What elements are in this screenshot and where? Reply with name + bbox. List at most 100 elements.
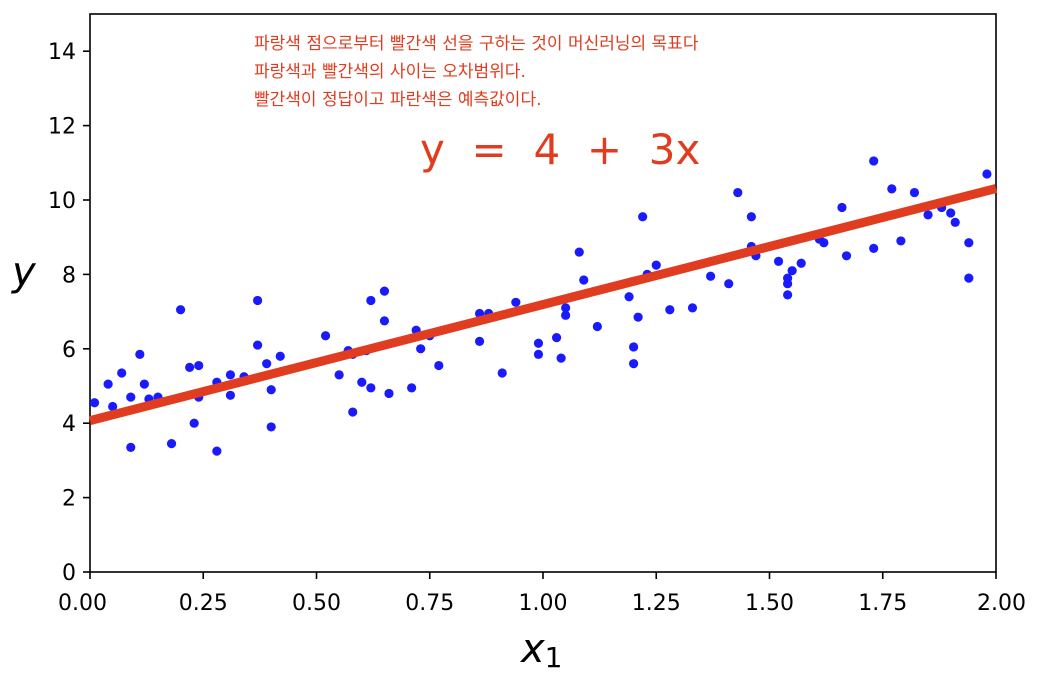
annotation-line-3: 빨간색이 정답이고 파란색은 예측값이다. [254, 90, 542, 110]
data-point [379, 316, 390, 326]
data-point [108, 401, 118, 412]
y-tick-label: 6 [62, 338, 76, 363]
data-point [474, 336, 485, 346]
data-point [366, 295, 376, 306]
data-point [212, 446, 222, 456]
x-tick-label: 0.00 [58, 591, 107, 616]
plot-frame [89, 13, 997, 573]
data-point [117, 368, 127, 378]
data-point [189, 418, 199, 428]
data-point [225, 390, 236, 400]
data-point [497, 368, 507, 378]
data-point [896, 236, 906, 246]
data-point [687, 303, 698, 313]
y-tick-label: 10 [48, 189, 76, 214]
data-point [746, 212, 756, 222]
data-point [384, 388, 394, 399]
data-point [379, 286, 390, 296]
data-point [89, 398, 100, 408]
data-point [135, 349, 145, 359]
x-tick-label: 1.00 [519, 591, 568, 616]
x-tick-label: 1.50 [745, 591, 794, 616]
data-point [574, 247, 584, 257]
data-point [629, 359, 639, 369]
data-point [334, 370, 344, 380]
data-point [434, 360, 444, 371]
data-point [787, 266, 797, 276]
data-point [869, 243, 879, 253]
data-point [629, 342, 639, 352]
data-point [556, 353, 566, 363]
x-tick-label: 2.00 [977, 591, 1026, 616]
y-tick-label: 2 [62, 487, 76, 512]
data-point [724, 279, 734, 289]
data-point [665, 305, 675, 315]
data-point [909, 187, 920, 198]
data-point [783, 290, 793, 300]
data-point [103, 379, 113, 389]
x-tick-label: 1.25 [632, 591, 681, 616]
data-point [592, 321, 602, 332]
x-axis-label: x1 [519, 626, 563, 674]
data-point [923, 210, 933, 220]
data-point [733, 187, 743, 198]
annotation-line-2: 파랑색과 빨간색의 사이는 오차범위다. [254, 62, 526, 82]
data-point [837, 202, 847, 213]
data-point [964, 238, 974, 248]
data-point [624, 292, 634, 302]
data-point [185, 362, 195, 372]
data-point [796, 258, 806, 268]
x-tick-label: 0.25 [179, 591, 228, 616]
data-point [320, 331, 331, 341]
data-point [869, 156, 879, 166]
data-point [225, 370, 236, 380]
data-point [551, 333, 562, 343]
data-point [166, 439, 177, 449]
data-point [266, 385, 276, 395]
x-tick-label: 1.75 [858, 591, 907, 616]
x-axis-label-subscript: 1 [545, 641, 563, 674]
data-point [638, 212, 648, 222]
annotation-line-1: 파랑색 점으로부터 빨간색 선을 구하는 것이 머신러닝의 목표다 [254, 34, 699, 54]
data-point [982, 169, 992, 179]
equation-label: y = 4 + 3x [420, 125, 700, 174]
x-tick-label: 0.50 [292, 591, 341, 616]
y-tick-label: 4 [62, 412, 76, 437]
data-point [139, 379, 149, 389]
data-point [126, 442, 136, 452]
data-point [887, 184, 897, 194]
data-point [533, 349, 544, 359]
y-tick-label: 12 [48, 115, 76, 140]
data-point [253, 295, 263, 306]
data-point [964, 273, 974, 283]
data-point [357, 377, 367, 387]
y-axis-ticks: 0 2 4 6 8 10 12 14 [48, 40, 90, 586]
data-point [819, 238, 829, 248]
data-point [783, 279, 793, 289]
data-point [275, 351, 285, 361]
annotation-block: 파랑색 점으로부터 빨간색 선을 구하는 것이 머신러닝의 목표다 파랑색과 빨… [254, 34, 700, 174]
data-point [348, 407, 358, 417]
regression-line [88, 184, 998, 425]
data-point [773, 256, 784, 266]
y-tick-label: 0 [62, 561, 76, 586]
x-axis-ticks: 0.00 0.25 0.50 0.75 1.00 1.25 1.50 1.75 2.00 [58, 572, 1026, 616]
data-point [262, 359, 272, 369]
data-point [253, 340, 263, 350]
data-point [946, 208, 956, 218]
data-point [841, 251, 852, 261]
data-point [194, 360, 204, 371]
data-point [126, 392, 136, 402]
y-tick-label: 8 [62, 263, 76, 288]
y-tick-label: 14 [48, 40, 76, 65]
data-point [579, 275, 589, 285]
data-point [266, 422, 276, 432]
data-point [651, 260, 661, 270]
data-point [950, 217, 960, 227]
data-point [633, 312, 643, 322]
data-point [366, 383, 376, 393]
x-axis-label-main: x [519, 626, 545, 672]
data-point [416, 344, 426, 354]
data-point [176, 305, 186, 315]
data-point [706, 271, 716, 281]
